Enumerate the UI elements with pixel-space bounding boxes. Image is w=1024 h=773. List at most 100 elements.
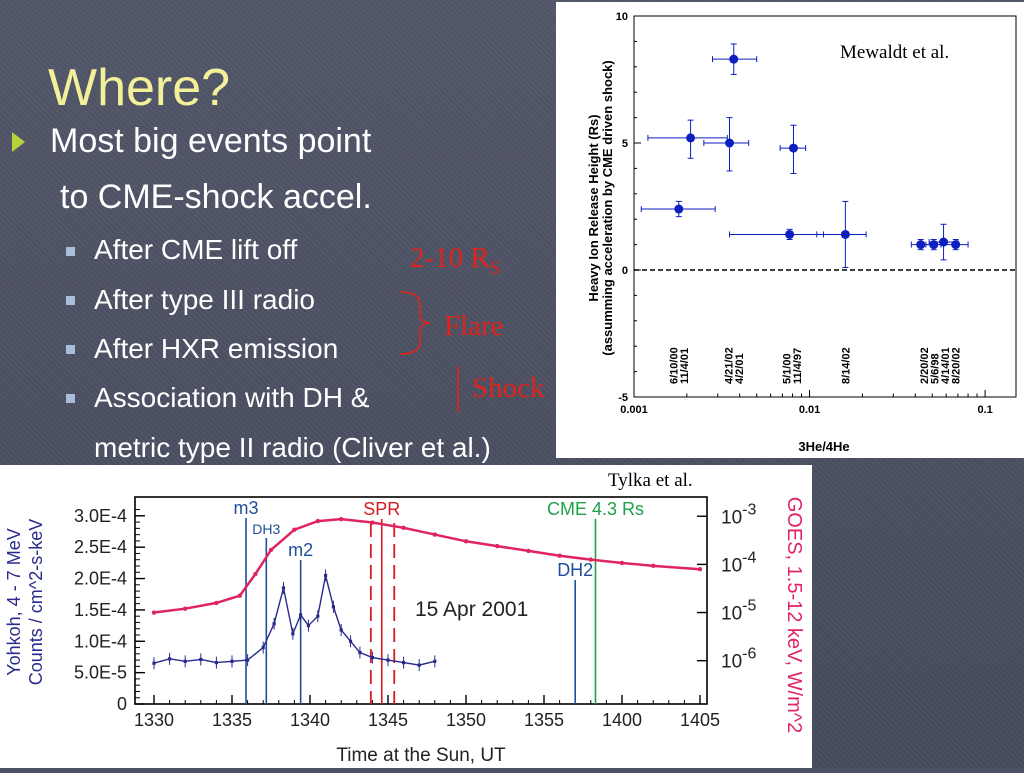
- goes-point: [432, 532, 437, 537]
- right-tick-exponent: -6: [742, 646, 756, 663]
- plot-frame: [134, 496, 708, 705]
- main-bullet-line1: Most big events point: [50, 122, 372, 160]
- x-tick-label: 1330: [134, 710, 174, 730]
- yohkoh-point: [316, 614, 320, 618]
- goes-point: [697, 567, 703, 572]
- release-height-figure: -5 0 5 10 0.001 0.01 0.1 6/10/00 11/4/01 4/21/02…: [556, 2, 1024, 458]
- goes-point: [237, 593, 242, 598]
- shock-marker-line-icon: [457, 366, 459, 412]
- right-tick-base: 10: [721, 652, 742, 673]
- goes-point: [557, 553, 562, 558]
- goes-point: [651, 563, 656, 569]
- point-marker: [725, 138, 735, 148]
- data-point: [925, 239, 942, 251]
- mewaldt-credit: Mewaldt et al.: [840, 42, 950, 63]
- yohkoh-point: [370, 655, 374, 660]
- yohkoh-point: [152, 661, 156, 665]
- yohkoh-point: [299, 613, 303, 617]
- sub-bullet: Association with DH &: [94, 382, 370, 413]
- yohkoh-point: [417, 663, 421, 667]
- x-tick-label: 1335: [212, 710, 252, 730]
- yohkoh-point: [324, 573, 328, 578]
- data-point: [640, 200, 716, 218]
- right-tick-exponent: -3: [742, 501, 756, 518]
- time-profile-chart: 05.0E-51.0E-41.5E-42.0E-42.5E-43.0E-410-…: [4, 496, 805, 766]
- goes-point: [339, 516, 344, 522]
- event-marker-label: DH3: [252, 521, 280, 537]
- event-date-label: 2/20/02: [919, 347, 931, 384]
- point-marker: [729, 54, 739, 64]
- data-point: [703, 117, 750, 172]
- yohkoh-point: [261, 645, 265, 650]
- event-marker-label: m2: [288, 540, 313, 560]
- yohkoh-point: [291, 632, 295, 636]
- event-marker-label: CME 4.3 Rs: [547, 499, 644, 519]
- goes-point: [588, 557, 593, 562]
- left-tick-label: 3.0E-4: [74, 506, 127, 526]
- x-tick-label: 1355: [524, 710, 564, 730]
- goes-point: [495, 543, 500, 549]
- shock-annotation: Shock: [472, 372, 545, 404]
- plot-frame: [633, 15, 1017, 398]
- left-tick-label: 1.0E-4: [74, 631, 127, 651]
- point-marker: [951, 240, 961, 250]
- right-tick-base: 10: [721, 507, 742, 528]
- x-tick-label: 1350: [446, 710, 486, 730]
- flare-annotation: Flare: [444, 310, 504, 342]
- y-tick-label: 10: [616, 11, 628, 23]
- sub-bullet: After type III radio: [94, 284, 315, 315]
- data-point: [943, 239, 969, 251]
- x-tick-label: 1405: [680, 710, 720, 730]
- yohkoh-point: [433, 659, 437, 663]
- sub-bullet: After CME lift off: [94, 234, 298, 265]
- yohkoh-point: [339, 628, 343, 632]
- goes-point: [214, 600, 219, 606]
- right-tick-exponent: -5: [742, 598, 756, 615]
- event-date-label: 11/4/01: [679, 348, 691, 384]
- y-tick-label: -5: [618, 392, 628, 404]
- goes-point: [253, 571, 258, 577]
- event-marker-label: m3: [234, 498, 259, 518]
- left-tick-label: 2.5E-4: [74, 537, 127, 557]
- tylka-credit: Tylka et al.: [608, 470, 693, 491]
- x-tick-label: 1345: [368, 710, 408, 730]
- x-tick-label: 1340: [290, 710, 330, 730]
- yohkoh-point: [331, 605, 335, 609]
- x-tick-label: 0.001: [620, 404, 648, 416]
- range-annotation: 2-10 RS: [410, 242, 501, 279]
- yohkoh-point: [199, 657, 203, 662]
- x-tick-label: 0.1: [977, 404, 992, 416]
- data-point: [816, 200, 867, 268]
- data-point: [729, 228, 824, 241]
- sub-bullet: After HXR emission: [94, 333, 339, 364]
- goes-flux-line: [153, 517, 701, 614]
- square-bullet-icon: [66, 345, 75, 354]
- goes-point: [370, 520, 375, 525]
- goes-point: [268, 547, 274, 553]
- x-tick-label: 0.01: [799, 404, 820, 416]
- point-marker: [785, 229, 795, 239]
- point-marker: [929, 240, 939, 250]
- left-axis-label-line1: Yohkoh, 4 - 7 MeV: [4, 528, 24, 675]
- goes-point: [315, 518, 320, 524]
- chart-title-date: 15 Apr 2001: [415, 598, 528, 621]
- x-axis-label: Time at the Sun, UT: [336, 745, 506, 766]
- square-bullet-icon: [66, 247, 75, 256]
- goes-point: [151, 610, 157, 615]
- left-tick-label: 2.0E-4: [74, 569, 127, 589]
- goes-point: [526, 548, 531, 554]
- y-axis-label-line1: Heavy Ion Release Height (Rs): [586, 114, 601, 301]
- yohkoh-point: [183, 659, 187, 663]
- main-bullet-line2: to CME-shock accel.: [60, 178, 372, 216]
- event-date-label: 6/10/00: [669, 347, 681, 384]
- yohkoh-point: [168, 657, 172, 661]
- yohkoh-point: [306, 623, 311, 628]
- right-tick-label: 10-3: [721, 501, 756, 528]
- square-bullet-icon: [66, 296, 75, 305]
- x-axis-label: 3He/4He: [798, 439, 849, 454]
- goes-point: [292, 527, 297, 532]
- goes-point: [463, 539, 469, 544]
- yohkoh-point: [386, 658, 390, 662]
- goes-point: [183, 606, 188, 611]
